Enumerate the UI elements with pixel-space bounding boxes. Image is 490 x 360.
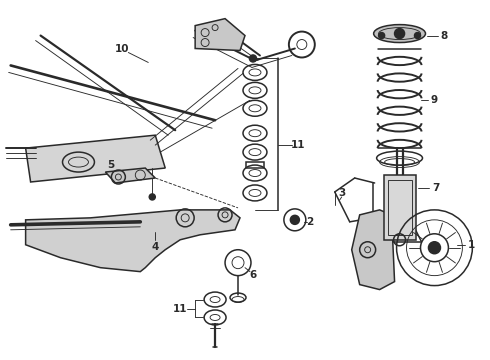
Bar bbox=[388, 180, 412, 235]
Text: 4: 4 bbox=[151, 242, 159, 252]
Polygon shape bbox=[195, 19, 245, 50]
Circle shape bbox=[379, 32, 385, 39]
Text: 2: 2 bbox=[306, 217, 314, 227]
Text: 11: 11 bbox=[173, 303, 188, 314]
Ellipse shape bbox=[374, 24, 425, 42]
Text: 8: 8 bbox=[441, 31, 448, 41]
Circle shape bbox=[428, 242, 441, 254]
Circle shape bbox=[149, 194, 155, 200]
Polygon shape bbox=[25, 210, 240, 272]
Text: 1: 1 bbox=[468, 240, 475, 250]
Circle shape bbox=[249, 55, 256, 62]
Bar bbox=[246, 162, 264, 168]
Text: 7: 7 bbox=[432, 183, 439, 193]
Circle shape bbox=[394, 28, 405, 39]
Text: 11: 11 bbox=[291, 140, 305, 150]
Circle shape bbox=[291, 215, 299, 224]
Polygon shape bbox=[105, 168, 155, 183]
Polygon shape bbox=[25, 135, 165, 182]
Text: 9: 9 bbox=[431, 95, 438, 105]
Text: 10: 10 bbox=[115, 44, 129, 54]
Circle shape bbox=[415, 32, 420, 39]
Bar bbox=[384, 175, 416, 240]
Text: 5: 5 bbox=[107, 160, 114, 170]
Text: 3: 3 bbox=[338, 188, 345, 198]
Text: 6: 6 bbox=[249, 270, 257, 280]
Polygon shape bbox=[352, 210, 394, 289]
